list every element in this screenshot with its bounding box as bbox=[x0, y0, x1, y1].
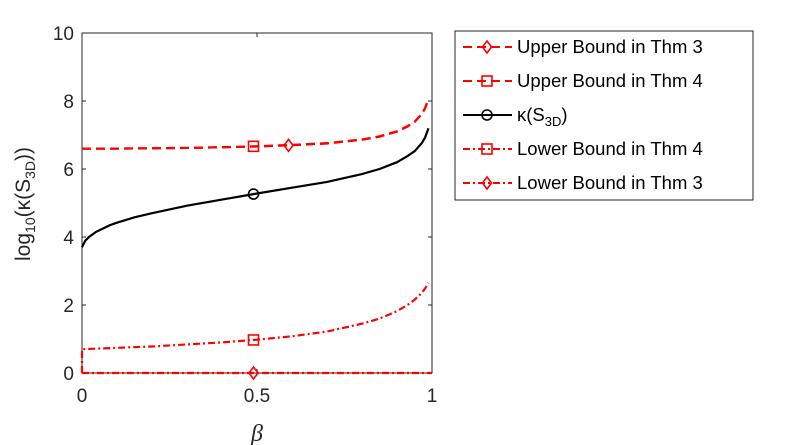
plot-frame bbox=[81, 32, 433, 374]
y-label-close: )) bbox=[12, 147, 35, 161]
y-tick-label: 2 bbox=[63, 296, 74, 317]
y-tick-label: 6 bbox=[63, 160, 74, 181]
series-line bbox=[80, 282, 430, 373]
legend-item-2: Upper Bound in Thm 4 bbox=[463, 70, 703, 91]
series-marker bbox=[247, 334, 260, 346]
legend-label: Lower Bound in Thm 3 bbox=[517, 172, 703, 193]
x-tick-label: 0.5 bbox=[244, 386, 270, 407]
x-tick-label: 0 bbox=[77, 386, 88, 407]
legend-item-1: Upper Bound in Thm 3 bbox=[463, 36, 703, 57]
y-label-sub-10: 10 bbox=[22, 217, 38, 233]
legend-marker bbox=[481, 143, 493, 155]
y-tick-label: 10 bbox=[53, 24, 74, 45]
legend-label: Lower Bound in Thm 4 bbox=[517, 138, 703, 159]
legend: Upper Bound in Thm 3 Upper Bound in Thm 4… bbox=[454, 30, 754, 201]
legend-label: Upper Bound in Thm 3 bbox=[517, 36, 703, 57]
y-tick-label: 4 bbox=[63, 228, 74, 249]
axes bbox=[81, 32, 433, 374]
y-label-kappa: (κ(S bbox=[12, 179, 35, 218]
legend-item-4: Lower Bound in Thm 4 bbox=[463, 138, 703, 159]
legend-item-3: κ(S3D) bbox=[463, 104, 568, 129]
legend-marker bbox=[481, 109, 493, 121]
legend-label: κ(S3D) bbox=[517, 104, 568, 129]
y-tick-label: 0 bbox=[63, 364, 74, 385]
y-label-sub-3d: 3D bbox=[22, 161, 38, 179]
y-tick-label: 8 bbox=[63, 92, 74, 113]
y-axis-label: log10(κ(S3D)) bbox=[12, 147, 38, 261]
series-line bbox=[82, 97, 430, 150]
legend-marker bbox=[481, 39, 493, 55]
y-label-log: log bbox=[12, 233, 35, 261]
series-2 bbox=[82, 97, 430, 153]
series-marker bbox=[248, 365, 259, 381]
series-marker bbox=[283, 138, 294, 153]
series-4 bbox=[80, 282, 430, 373]
plot-lines bbox=[80, 97, 432, 381]
series-5 bbox=[82, 365, 432, 381]
x-axis-label: β bbox=[250, 421, 263, 445]
legend-marker bbox=[481, 175, 493, 191]
legend-item-5: Lower Bound in Thm 3 bbox=[463, 172, 703, 193]
legend-marker bbox=[481, 75, 493, 87]
series-marker bbox=[247, 140, 260, 153]
x-tick-label: 1 bbox=[427, 386, 438, 407]
series-1 bbox=[82, 98, 430, 153]
series-line bbox=[81, 127, 430, 248]
legend-label: Upper Bound in Thm 4 bbox=[517, 70, 703, 91]
series-3 bbox=[81, 127, 430, 248]
series-marker bbox=[247, 188, 260, 200]
